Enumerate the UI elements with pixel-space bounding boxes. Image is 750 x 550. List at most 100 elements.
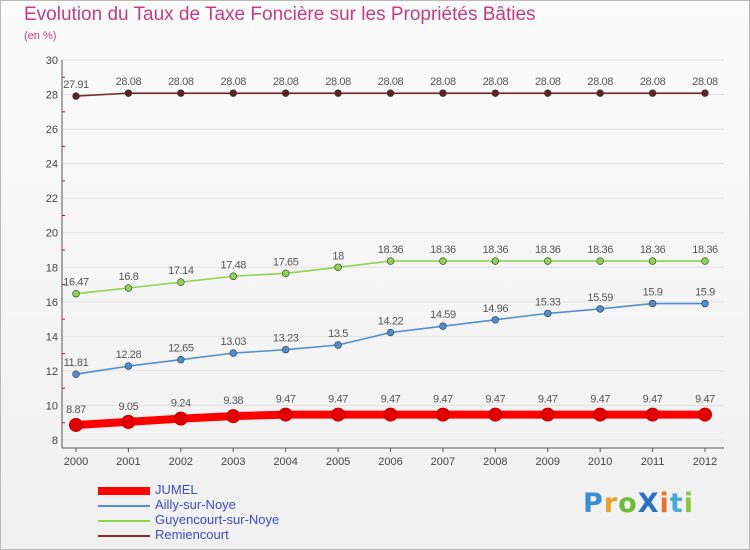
data-label: 9.24 xyxy=(171,398,191,410)
data-point xyxy=(593,407,608,422)
x-tick-label: 2002 xyxy=(169,456,193,468)
legend-label: Guyencourt-sur-Noye xyxy=(155,512,280,527)
y-tick-label: 30 xyxy=(46,55,58,67)
data-point xyxy=(229,272,237,280)
data-point xyxy=(386,257,395,265)
y-tick-label: 16 xyxy=(46,297,58,309)
data-point xyxy=(701,89,709,97)
data-point xyxy=(72,290,80,298)
data-point xyxy=(701,257,709,265)
data-point xyxy=(386,328,395,337)
logo-letter: r xyxy=(603,488,619,519)
logo-letter: i xyxy=(659,488,670,519)
data-label: 9.47 xyxy=(381,394,401,406)
y-tick-label: 18 xyxy=(46,262,58,274)
data-label: 9.47 xyxy=(485,394,505,406)
x-tick-label: 2009 xyxy=(536,456,560,468)
data-label: 16.8 xyxy=(119,271,139,283)
data-label: 9.47 xyxy=(695,394,715,406)
x-tick-label: 2006 xyxy=(378,456,402,468)
data-point xyxy=(544,257,552,265)
data-label: 9.47 xyxy=(276,394,296,406)
data-point xyxy=(491,316,500,324)
data-point xyxy=(488,407,503,422)
data-point xyxy=(439,322,447,330)
data-point xyxy=(334,263,342,271)
data-point xyxy=(701,299,709,308)
data-label: 28.08 xyxy=(220,76,246,88)
data-label: 18.36 xyxy=(587,244,613,256)
data-label: 9.47 xyxy=(590,394,610,406)
data-point xyxy=(648,257,657,265)
y-tick-label: 20 xyxy=(46,228,58,240)
data-point xyxy=(439,257,447,265)
data-point xyxy=(439,89,447,97)
data-point xyxy=(281,345,290,354)
data-label: 15.33 xyxy=(535,296,561,308)
data-label: 15.59 xyxy=(587,292,613,304)
data-point xyxy=(334,89,342,97)
data-point xyxy=(596,305,604,313)
logo-letter: P xyxy=(583,488,604,519)
data-label: 18.36 xyxy=(483,244,509,256)
data-point xyxy=(435,407,450,422)
x-tick-label: 2012 xyxy=(693,456,717,468)
data-label: 27.91 xyxy=(63,79,89,91)
legend-swatch xyxy=(98,535,150,537)
y-tick-label: 26 xyxy=(46,124,58,136)
data-point xyxy=(648,89,657,97)
y-tick-label: 8 xyxy=(52,435,58,447)
x-tick-label: 2007 xyxy=(431,456,455,468)
data-label: 17.65 xyxy=(273,256,299,268)
data-point xyxy=(491,257,500,265)
data-label: 15.9 xyxy=(643,287,663,299)
series-line xyxy=(75,302,706,375)
y-tick-label: 14 xyxy=(46,331,58,343)
data-label: 12.28 xyxy=(116,349,142,361)
data-label: 9.47 xyxy=(643,394,663,406)
y-tick-label: 10 xyxy=(46,400,58,412)
data-point xyxy=(596,89,604,97)
data-point xyxy=(645,407,660,422)
data-point xyxy=(540,407,555,422)
data-label: 14.22 xyxy=(378,316,404,328)
proxiti-logo: ProXiti xyxy=(583,488,694,519)
data-label: 9.38 xyxy=(223,395,243,407)
data-label: 18.36 xyxy=(640,244,666,256)
data-point xyxy=(124,362,133,370)
y-tick-label: 22 xyxy=(46,193,58,205)
data-point xyxy=(544,89,552,97)
x-tick-label: 2003 xyxy=(221,456,245,468)
data-point xyxy=(281,269,290,278)
x-tick-label: 2008 xyxy=(483,456,507,468)
logo-letter: t xyxy=(669,488,684,519)
data-point xyxy=(177,278,185,286)
data-label: 28.08 xyxy=(535,76,561,88)
data-label: 18.36 xyxy=(692,244,718,256)
x-tick-label: 2010 xyxy=(588,456,612,468)
data-label: 13.5 xyxy=(328,328,348,340)
data-point xyxy=(648,299,657,308)
data-point xyxy=(281,89,290,97)
data-label: 28.08 xyxy=(692,76,718,88)
data-label: 12.65 xyxy=(168,343,194,355)
data-label: 8.87 xyxy=(66,404,86,416)
legend-label: Ailly-sur-Noye xyxy=(155,497,236,512)
x-tick-label: 2001 xyxy=(116,456,140,468)
data-point xyxy=(278,407,293,422)
data-point xyxy=(698,407,712,422)
data-label: 9.47 xyxy=(538,394,558,406)
x-tick-label: 2000 xyxy=(64,456,88,468)
data-point xyxy=(177,89,185,97)
data-label: 9.47 xyxy=(433,394,453,406)
data-label: 28.08 xyxy=(116,76,142,88)
data-label: 18.36 xyxy=(378,244,404,256)
data-label: 28.08 xyxy=(378,76,404,88)
y-tick-label: 12 xyxy=(46,366,58,378)
data-label: 28.08 xyxy=(587,76,613,88)
series-jumel: 8.87 9.05 9.24 9.38 9.47 9.47 9.47 9.47 9.47 9.47… xyxy=(66,394,716,432)
data-point xyxy=(386,89,395,97)
data-point xyxy=(124,284,133,292)
data-point xyxy=(383,407,398,422)
